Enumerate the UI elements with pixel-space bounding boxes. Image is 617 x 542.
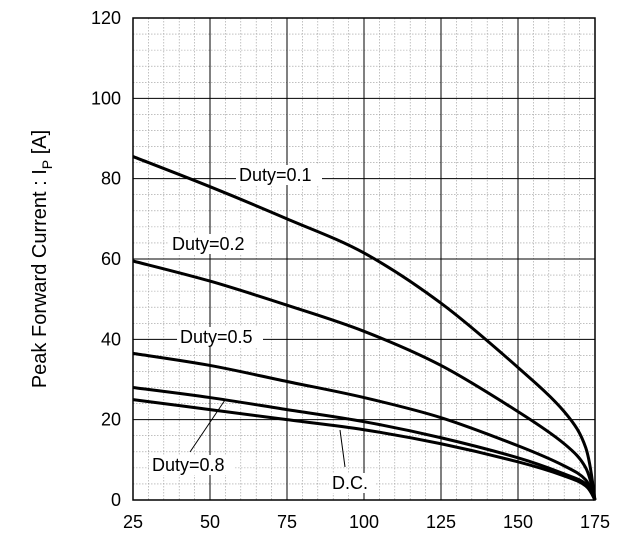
y-tick-label: 40 (101, 329, 121, 349)
curves (132, 155, 597, 501)
curve-labels: Duty=0.1 Duty=0.2 Duty=0.5 Duty=0.8 D.C. (149, 165, 375, 493)
y-axis-label-unit: [A] (29, 130, 51, 160)
series-line (132, 351, 597, 501)
y-tick-label: 120 (91, 8, 121, 28)
series-line (132, 398, 597, 501)
curve-label-bg (177, 327, 263, 347)
leader-line (189, 399, 226, 453)
series-line (132, 259, 597, 501)
x-tick-label: 175 (580, 512, 610, 532)
y-axis-label-main: Peak Forward Current : I (29, 169, 51, 388)
tick-labels: 25 50 75 100 125 150 175 0 20 40 60 80 100 120 (91, 8, 610, 532)
curve-label-bg (149, 455, 235, 475)
x-tick-label: 25 (123, 512, 143, 532)
y-axis-label: Peak Forward Current : IP [A] (29, 130, 55, 388)
y-tick-label: 80 (101, 169, 121, 189)
curve-label: Duty=0.1 (239, 165, 312, 185)
x-tick-label: 75 (277, 512, 297, 532)
y-tick-label: 0 (111, 490, 121, 510)
curve-label: D.C. (332, 473, 368, 493)
x-tick-label: 150 (503, 512, 533, 532)
curve-label-bg (329, 473, 375, 493)
leader-line (339, 429, 346, 468)
curve-label-bg (169, 234, 255, 254)
curve-label-bg (236, 165, 322, 185)
plot-frame (132, 17, 596, 501)
curve-label: Duty=0.5 (180, 327, 253, 347)
y-tick-label: 100 (91, 88, 121, 108)
curve-label: Duty=0.8 (152, 455, 225, 475)
x-tick-label: 125 (426, 512, 456, 532)
x-tick-label: 50 (200, 512, 220, 532)
y-axis-label-sub: P (39, 160, 55, 169)
x-tick-label: 100 (349, 512, 379, 532)
series-line (132, 386, 597, 501)
major-grid (132, 17, 596, 501)
curve-label: Duty=0.2 (172, 234, 245, 254)
y-tick-label: 20 (101, 410, 121, 430)
y-tick-label: 60 (101, 249, 121, 269)
series-line (132, 155, 597, 501)
